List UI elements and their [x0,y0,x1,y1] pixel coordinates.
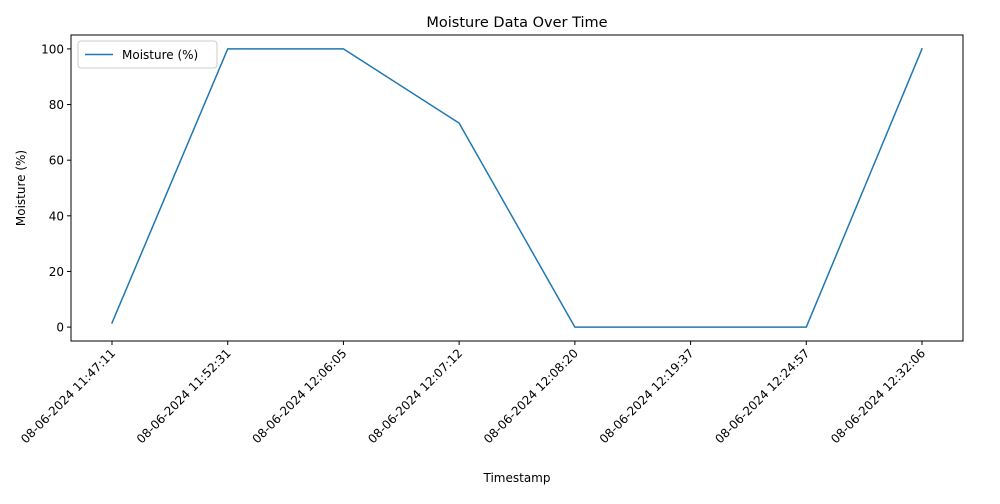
y-tick-label: 20 [49,265,64,279]
y-tick-label: 60 [49,154,64,168]
y-tick-label: 0 [56,321,64,335]
x-tick-label: 08-06-2024 12:24:57 [712,346,812,446]
x-tick-label: 08-06-2024 12:06:05 [250,346,350,446]
legend: Moisture (%) [77,40,218,69]
x-tick-label: 08-06-2024 11:52:31 [134,346,234,446]
legend-box [77,40,218,69]
plot-area-frame [70,34,964,342]
series-line-0 [111,47,923,328]
x-tick-label: 08-06-2024 12:07:12 [365,346,465,446]
x-tick-label: 08-06-2024 12:08:20 [481,346,581,446]
y-tick-label: 100 [41,42,64,56]
x-axis-title: Timestamp [483,471,551,485]
legend-label: Moisture (%) [122,48,198,62]
y-tick-label: 80 [49,98,64,112]
chart-title: Moisture Data Over Time [426,15,607,31]
series-layer [111,47,923,328]
y-axis-title: Moisture (%) [14,150,28,226]
y-tick-label: 40 [49,209,64,223]
x-tick-label: 08-06-2024 12:19:37 [597,346,697,446]
x-tick-label: 08-06-2024 11:47:11 [18,346,118,446]
x-tick-label: 08-06-2024 12:32:06 [828,346,928,446]
